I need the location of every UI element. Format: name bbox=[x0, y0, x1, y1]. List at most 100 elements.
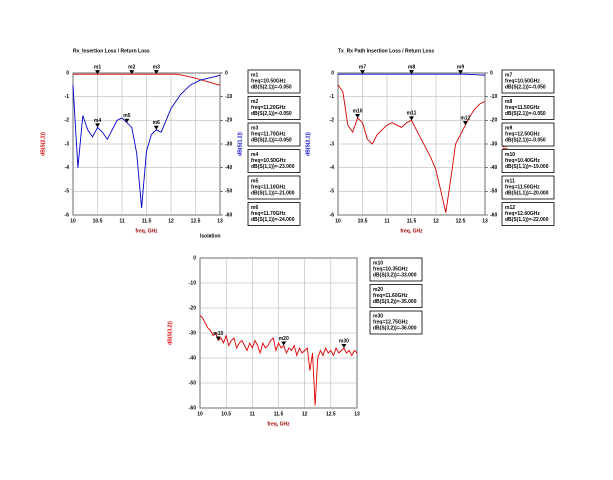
marker-name: m1 bbox=[94, 65, 101, 71]
x-tick-label: 12.5 bbox=[191, 218, 201, 224]
marker bbox=[462, 121, 468, 126]
y-axis-label: dB(S(3,2)) bbox=[167, 321, 173, 345]
y2-tick-label: -30 bbox=[490, 141, 497, 147]
marker-box bbox=[247, 96, 301, 120]
y-tick-label: -20 bbox=[189, 305, 196, 311]
y2-tick-label: -50 bbox=[490, 189, 497, 195]
marker-name: m4 bbox=[94, 118, 101, 124]
x-tick-label: 10 bbox=[70, 218, 76, 224]
x-axis-label: freq, GHz bbox=[400, 228, 423, 234]
marker-box-line: freq=10.40GHz bbox=[505, 158, 540, 164]
marker bbox=[124, 118, 130, 123]
x-tick-label: 12.5 bbox=[456, 218, 466, 224]
y-tick-label: 0 bbox=[193, 255, 196, 261]
marker-box-name: m3 bbox=[251, 125, 258, 131]
marker-box bbox=[501, 96, 555, 120]
marker-box-name: m2 bbox=[251, 99, 258, 105]
y-tick-label: 0 bbox=[66, 70, 69, 76]
marker-box-line: dB(S(2,1))=-0.050 bbox=[251, 137, 292, 143]
x-tick-label: 13 bbox=[482, 218, 488, 224]
marker-box-line: freq=10.50GHz bbox=[251, 158, 286, 164]
marker bbox=[341, 344, 347, 348]
marker-name: m6 bbox=[153, 120, 160, 126]
marker-box-line: freq=12.75GHz bbox=[373, 319, 408, 325]
marker-box-name: m6 bbox=[251, 205, 258, 211]
marker-box-name: m10 bbox=[373, 260, 383, 266]
x-tick-label: 11 bbox=[384, 218, 390, 224]
x-tick-label: 10.5 bbox=[358, 218, 368, 224]
y-tick-label: -4 bbox=[330, 165, 335, 171]
marker-box-line: freq=11.70GHz bbox=[251, 211, 286, 217]
marker bbox=[409, 116, 414, 121]
y-tick-label: -5 bbox=[65, 189, 70, 195]
marker-box-line: dB(S(2,1))=-0.050 bbox=[505, 137, 546, 143]
marker-box-name: m5 bbox=[251, 178, 258, 184]
y-tick-label: -1 bbox=[330, 94, 335, 100]
trace bbox=[199, 315, 358, 406]
marker-box-line: freq=11.10GHz bbox=[251, 184, 286, 190]
marker-box-line: dB(S(1,1))=-20.000 bbox=[505, 190, 549, 196]
marker-box bbox=[369, 257, 423, 282]
marker-box-line: freq=10.50GHz bbox=[505, 78, 540, 84]
y-tick-label: 0 bbox=[331, 70, 334, 76]
marker-box-line: freq=11.60GHz bbox=[373, 293, 408, 299]
marker-box bbox=[369, 310, 423, 335]
y-tick-label: -1 bbox=[65, 94, 70, 100]
marker-box-line: dB(S(2,1))=-0.050 bbox=[505, 111, 546, 117]
y-tick-label: -60 bbox=[189, 405, 196, 411]
marker-box-name: m12 bbox=[505, 205, 515, 211]
x-tick-label: 11.5 bbox=[142, 218, 152, 224]
marker bbox=[355, 113, 361, 118]
marker-box-line: freq=12.60GHz bbox=[505, 211, 540, 217]
marker bbox=[281, 341, 287, 346]
y2-tick-label: -20 bbox=[490, 118, 497, 124]
marker-box-name: m20 bbox=[373, 287, 383, 293]
y2-tick-label: 0 bbox=[490, 70, 493, 76]
marker-name: m9 bbox=[457, 65, 464, 71]
marker-box-line: freq=11.70GHz bbox=[251, 131, 286, 137]
marker-box-line: dB(S(3,2))=-36.000 bbox=[373, 325, 417, 331]
marker-box-name: m9 bbox=[505, 125, 512, 131]
marker-box-line: dB(S(3,2))=-35.000 bbox=[373, 299, 417, 305]
marker-box bbox=[501, 69, 555, 94]
x-tick-label: 10 bbox=[335, 218, 341, 224]
marker-box-line: freq=10.35GHz bbox=[373, 266, 408, 272]
x-tick-label: 12 bbox=[302, 411, 308, 417]
marker-name: m3 bbox=[153, 65, 160, 71]
marker-box bbox=[247, 122, 301, 147]
y-tick-label: -50 bbox=[189, 380, 196, 386]
y2-tick-label: -40 bbox=[225, 165, 232, 171]
y2-tick-label: -20 bbox=[225, 118, 232, 124]
marker-box-name: m30 bbox=[373, 313, 383, 319]
marker-box-line: freq=11.20GHz bbox=[251, 105, 286, 111]
x-tick-label: 10.5 bbox=[93, 218, 103, 224]
y-tick-label: -3 bbox=[330, 141, 335, 147]
chart-title: Isolation bbox=[200, 233, 221, 239]
y2-tick-label: -10 bbox=[225, 94, 232, 100]
marker-name: m30 bbox=[339, 338, 349, 344]
marker-box-line: dB(S(2,1))=-0.050 bbox=[251, 84, 292, 90]
marker-box-line: dB(S(1,1))=-22.000 bbox=[505, 217, 549, 223]
y-tick-label: -3 bbox=[65, 141, 70, 147]
marker-box-line: dB(S(1,1))=-23.000 bbox=[251, 164, 295, 170]
marker-name: m12 bbox=[460, 115, 470, 121]
marker bbox=[409, 70, 414, 75]
x-tick-label: 12 bbox=[168, 218, 174, 224]
marker-name: m8 bbox=[408, 65, 415, 71]
x-tick-label: 13 bbox=[217, 218, 223, 224]
marker-box bbox=[501, 202, 555, 226]
chart-title: Rx_Insertion Loss / Return Loss bbox=[73, 48, 150, 54]
marker-box bbox=[247, 149, 301, 173]
y2-tick-label: -60 bbox=[225, 212, 232, 218]
x-tick-label: 11.5 bbox=[274, 411, 284, 417]
marker-box-line: dB(S(1,1))=-19.000 bbox=[505, 164, 549, 170]
x-axis-label: freq, GHz bbox=[135, 228, 158, 234]
y-axis-label: dB(S(2,1)) bbox=[40, 132, 46, 156]
marker-box-line: dB(S(2,1))=-0.050 bbox=[251, 111, 292, 117]
marker-name: m10 bbox=[353, 108, 363, 114]
marker-box bbox=[247, 175, 301, 200]
marker-box-name: m1 bbox=[251, 72, 258, 78]
chart-title: Tx_Rx Path Insertion Loss / Return Loss bbox=[338, 48, 434, 54]
y-tick-label: -2 bbox=[65, 118, 70, 124]
